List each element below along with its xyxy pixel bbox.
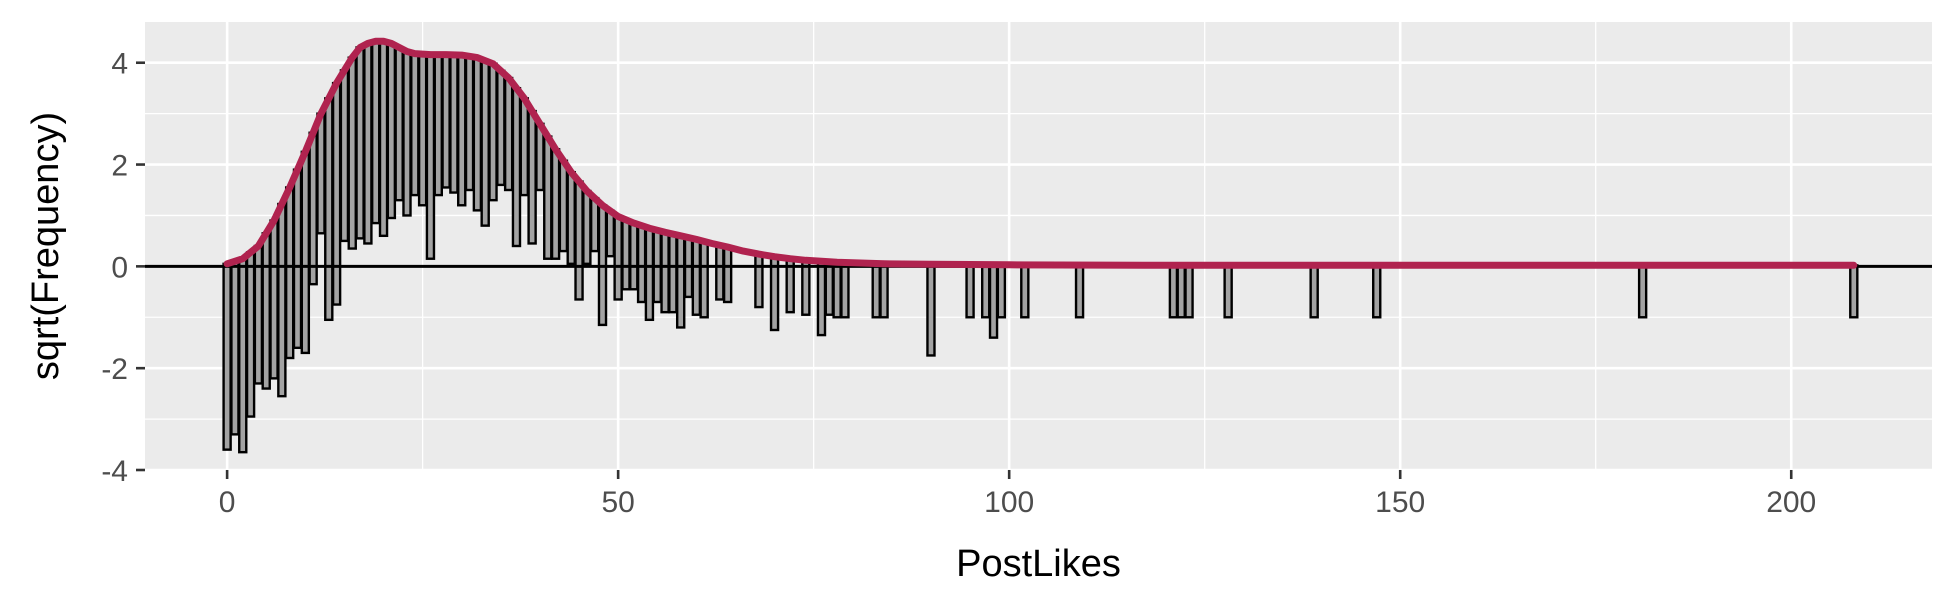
bar	[980, 263, 991, 319]
bar	[550, 148, 561, 260]
bar	[292, 168, 303, 350]
bar	[519, 97, 530, 197]
bar	[605, 209, 616, 258]
bar	[558, 159, 569, 253]
bar	[699, 240, 709, 319]
bar	[402, 50, 412, 217]
bar	[277, 202, 287, 398]
bar	[324, 97, 334, 322]
bar	[926, 263, 936, 357]
bar	[261, 232, 271, 390]
bar	[284, 186, 295, 360]
bar	[378, 40, 389, 238]
bar	[589, 196, 600, 253]
bar	[660, 231, 670, 314]
bar	[715, 244, 725, 301]
bar	[410, 52, 420, 197]
bar	[629, 221, 639, 291]
bar	[394, 46, 404, 202]
bar	[472, 56, 483, 212]
bar	[457, 53, 467, 207]
y-tick-label: -2	[101, 353, 128, 386]
bar	[308, 131, 318, 286]
bar	[1372, 264, 1382, 319]
bar	[417, 52, 428, 207]
bar	[824, 260, 835, 316]
y-tick-label: -4	[101, 455, 128, 488]
bar	[621, 218, 631, 291]
bar	[363, 42, 373, 245]
bar	[996, 263, 1007, 319]
bar	[613, 215, 623, 301]
bar	[425, 53, 436, 260]
bar	[370, 40, 381, 225]
bar	[871, 262, 881, 319]
bar	[754, 252, 764, 309]
bar	[965, 263, 975, 319]
bar	[488, 62, 498, 202]
x-tick-label: 150	[1375, 486, 1425, 519]
bar	[222, 262, 232, 451]
bar	[1309, 264, 1319, 319]
bar	[988, 263, 999, 339]
bar	[1074, 263, 1085, 319]
bar	[386, 42, 397, 220]
expected-frequency-curve	[223, 37, 1858, 269]
bar	[1223, 264, 1233, 319]
bar	[840, 261, 850, 319]
bar	[503, 76, 514, 192]
bar	[675, 234, 686, 329]
bar	[691, 238, 702, 316]
y-tick-label: 2	[111, 150, 128, 183]
bar	[879, 262, 889, 319]
bar	[331, 81, 342, 306]
y-axis-title: sqrt(Frequency)	[25, 112, 67, 380]
bar	[636, 224, 647, 304]
bar	[511, 86, 522, 248]
bar	[527, 109, 537, 245]
bar	[441, 53, 451, 189]
bar	[433, 53, 443, 197]
bar	[1176, 264, 1186, 319]
bar	[316, 112, 326, 235]
bar	[574, 180, 584, 301]
bar	[722, 245, 733, 304]
bar	[1020, 263, 1030, 319]
bar	[355, 46, 365, 240]
x-tick-label: 200	[1766, 486, 1816, 519]
bar	[1849, 264, 1859, 319]
bar	[300, 150, 311, 355]
bar	[801, 259, 811, 316]
x-tick-label: 50	[601, 486, 634, 519]
x-axis: 0 50 100 150 200	[219, 470, 1816, 519]
bar	[543, 135, 553, 260]
y-axis: -4 -2 0 2 4	[101, 48, 145, 488]
bar	[480, 59, 490, 227]
bar	[1637, 264, 1648, 319]
bar	[832, 261, 842, 319]
bar	[269, 219, 279, 380]
bar	[582, 189, 592, 266]
y-tick-label: 0	[111, 251, 128, 284]
x-axis-title: PostLikes	[956, 543, 1121, 585]
bar	[816, 260, 827, 337]
y-tick-label: 4	[111, 48, 128, 81]
bar	[449, 53, 459, 194]
bar	[1184, 264, 1194, 319]
bar	[566, 170, 576, 266]
bar	[668, 232, 678, 314]
bar	[464, 55, 475, 192]
x-tick-label: 100	[984, 486, 1034, 519]
bar	[347, 56, 357, 250]
bar	[245, 251, 256, 418]
x-tick-label: 0	[219, 486, 236, 519]
bar	[339, 69, 350, 243]
bar	[1168, 264, 1179, 319]
bar	[230, 260, 240, 436]
bar	[238, 257, 248, 454]
bar	[644, 226, 655, 322]
bar	[496, 69, 506, 187]
